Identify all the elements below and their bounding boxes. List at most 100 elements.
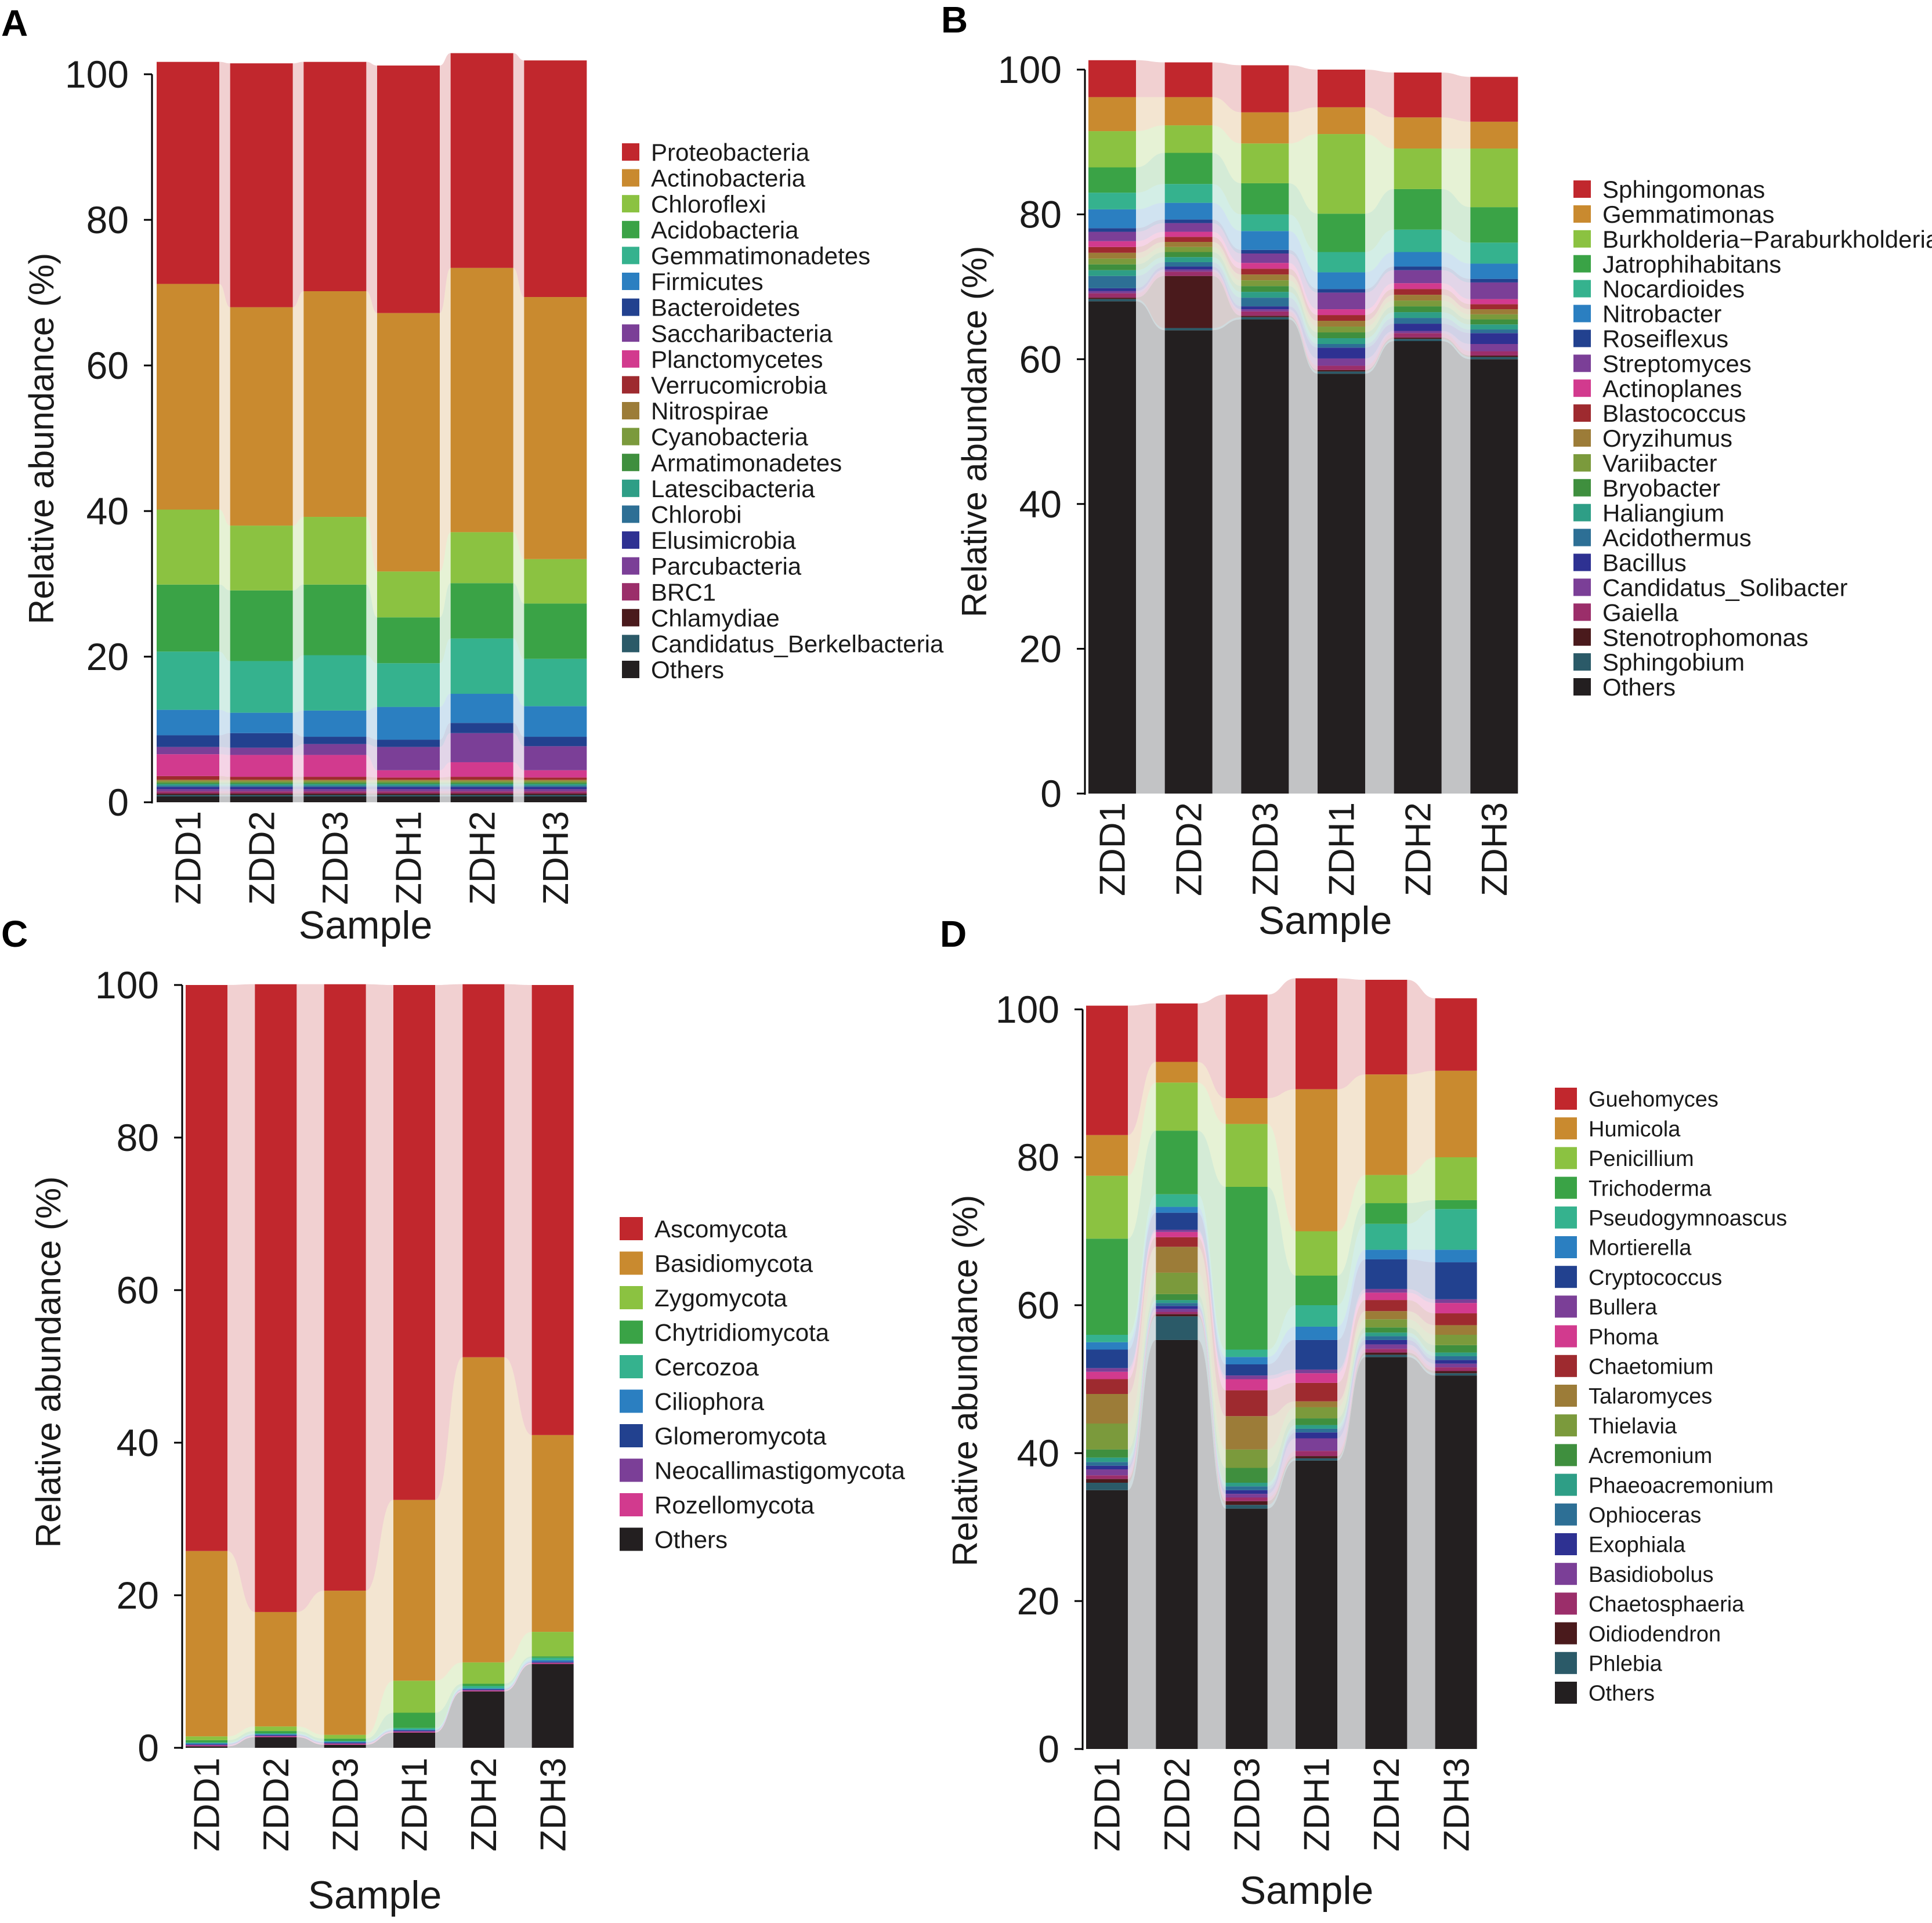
bar-segment-armatimonadetes bbox=[524, 783, 587, 784]
flow-band-mortierella bbox=[1128, 1207, 1156, 1350]
legend-label: Gaiella bbox=[1602, 599, 1678, 626]
bar-segment-jatrophihabitans bbox=[1318, 213, 1365, 252]
bar-segment-basidiomycota bbox=[324, 1591, 366, 1735]
flow-band-thielavia bbox=[1128, 1272, 1156, 1450]
flow-bands bbox=[1128, 978, 1435, 1749]
flow-band-haliangium bbox=[1441, 312, 1471, 330]
bar-segment-thielavia bbox=[1156, 1272, 1198, 1294]
flow-band-brc1 bbox=[366, 791, 377, 794]
flow-band-phaeoacremonium bbox=[1267, 1425, 1296, 1487]
flow-band-rozellomycota bbox=[435, 1690, 463, 1733]
bar-segment-basidiobolus bbox=[1435, 1363, 1477, 1368]
bar-segment-exophiala bbox=[1296, 1432, 1337, 1439]
legend-swatch bbox=[622, 376, 639, 394]
bar-segment-actinoplanes bbox=[1088, 241, 1136, 247]
x-axis-title: Sample bbox=[308, 1873, 442, 1917]
bar-segment-exophiala bbox=[1435, 1360, 1477, 1364]
bar-segment-bullera bbox=[1086, 1368, 1128, 1372]
bar-segment-cryptococcus bbox=[1365, 1259, 1408, 1289]
legend-label: Candidatus_Solibacter bbox=[1602, 574, 1848, 602]
bar-segment-gaiella bbox=[1394, 333, 1442, 338]
bar-segment-phaeoacremonium bbox=[1365, 1332, 1408, 1337]
bar-segment-oryzihumus bbox=[1164, 242, 1213, 247]
bar-segment-actinobacteria bbox=[157, 284, 219, 510]
flow-band-proteobacteria bbox=[366, 61, 377, 313]
bar-segment-blastococcus bbox=[1088, 247, 1136, 253]
bar-segment-nitrobacter bbox=[1241, 231, 1289, 250]
bar-segment-nocardioides bbox=[1394, 229, 1442, 252]
bar-segment-stenotrophomonas bbox=[1318, 370, 1365, 372]
flow-band-blastococcus bbox=[1365, 289, 1394, 321]
flow-band-phlebia bbox=[1337, 1355, 1366, 1461]
legend-item-chlorobi: Chlorobi bbox=[622, 501, 741, 528]
legend-swatch bbox=[622, 609, 639, 626]
bar-segment-cercozoa bbox=[531, 1657, 574, 1660]
flow-band-gaiella bbox=[1441, 333, 1471, 356]
bar-segment-gaiella bbox=[1318, 365, 1365, 370]
bar-segment-talaromyces bbox=[1156, 1247, 1198, 1273]
bar-segment-elusimicrobia bbox=[230, 787, 293, 790]
flow-band-bullera bbox=[1267, 1369, 1296, 1379]
flow-band-gaiella bbox=[1136, 271, 1165, 298]
legend-item-basidiomycota: Basidiomycota bbox=[620, 1250, 813, 1277]
bar-segment-cryptococcus bbox=[1156, 1212, 1198, 1230]
bar-segment-chloroflexi bbox=[157, 509, 219, 585]
flow-band-candidatus-berkelbacteria bbox=[440, 795, 451, 796]
legend-swatch bbox=[1573, 255, 1591, 273]
bar-segment-nitrobacter bbox=[1164, 202, 1213, 220]
bar-segment-jatrophihabitans bbox=[1164, 153, 1213, 184]
flow-band-neocallimastigomycota bbox=[435, 1690, 463, 1732]
bar-segment-cyanobacteria bbox=[524, 781, 587, 783]
bar-segment-others bbox=[1435, 1375, 1477, 1749]
legend-swatch bbox=[622, 169, 639, 187]
flow-band-saccharibacteria bbox=[440, 733, 451, 770]
bar-segment-chlamydiae bbox=[303, 793, 367, 795]
y-tick-label: 20 bbox=[1019, 628, 1062, 671]
flow-band-pseudogymnoascus bbox=[1407, 1209, 1435, 1250]
bar-segment-bullera bbox=[1365, 1288, 1408, 1293]
flow-band-acidothermus bbox=[1212, 262, 1242, 307]
flow-band-cyanobacteria bbox=[366, 781, 377, 783]
legend-swatch bbox=[1573, 180, 1591, 198]
bar-segment-chaetomium bbox=[1435, 1313, 1477, 1326]
y-tick-label: 0 bbox=[107, 781, 129, 824]
bar-segment-oryzihumus bbox=[1318, 321, 1365, 327]
bar-segment-chlamydiae bbox=[524, 793, 587, 795]
legend-swatch bbox=[1573, 553, 1591, 571]
flow-band-basidiomycota bbox=[296, 1591, 324, 1735]
x-tick-label-zdd3: ZDD3 bbox=[316, 811, 356, 905]
bar-segment-bacillus bbox=[1318, 347, 1365, 358]
flow-band-sphingobium bbox=[1441, 339, 1471, 360]
flow-band-others bbox=[1441, 341, 1471, 794]
flow-band-actinobacteria bbox=[513, 267, 524, 559]
bar-segment-nitrospirae bbox=[377, 780, 440, 781]
flow-band-ascomycota bbox=[296, 984, 324, 1612]
flow-band-chytridiomycota bbox=[435, 1683, 463, 1728]
flow-band-cyanobacteria bbox=[219, 781, 230, 783]
legend-swatch bbox=[622, 583, 639, 601]
x-tick-label-zdd3: ZDD3 bbox=[1227, 1758, 1267, 1852]
x-tick-label-zdh1: ZDH1 bbox=[1322, 802, 1362, 896]
flow-band-acidobacteria bbox=[366, 584, 377, 664]
legend-label: Chaetomium bbox=[1589, 1355, 1713, 1379]
legend-swatch bbox=[622, 454, 639, 472]
flow-band-ophioceras bbox=[1407, 1336, 1435, 1360]
flow-band-bacillus bbox=[1365, 324, 1394, 358]
bar-segment-basidiobolus bbox=[1086, 1469, 1128, 1476]
legend-item-burkholderia-paraburkholderia: Burkholderia−Paraburkholderia bbox=[1573, 226, 1932, 253]
flow-band-burkholderia-paraburkholderia bbox=[1365, 134, 1394, 214]
flow-band-planctomycetes bbox=[366, 755, 377, 778]
bar-segment-brc1 bbox=[157, 791, 219, 794]
legend-item-armatimonadetes: Armatimonadetes bbox=[622, 449, 842, 476]
bar-segment-glomeromycota bbox=[462, 1689, 505, 1690]
flow-band-brc1 bbox=[513, 791, 524, 794]
bar-segment-armatimonadetes bbox=[157, 783, 219, 784]
bar-segment-actinoplanes bbox=[1394, 283, 1442, 289]
flow-band-blastococcus bbox=[1136, 237, 1165, 253]
bar-segment-thielavia bbox=[1365, 1319, 1408, 1328]
bar-segment-others bbox=[1156, 1339, 1198, 1749]
legend-label: Phlebia bbox=[1589, 1652, 1663, 1676]
panel-label: B bbox=[941, 0, 968, 41]
legend: ProteobacteriaActinobacteriaChloroflexiA… bbox=[622, 139, 944, 683]
bar-segment-bryobacter bbox=[1394, 306, 1442, 313]
